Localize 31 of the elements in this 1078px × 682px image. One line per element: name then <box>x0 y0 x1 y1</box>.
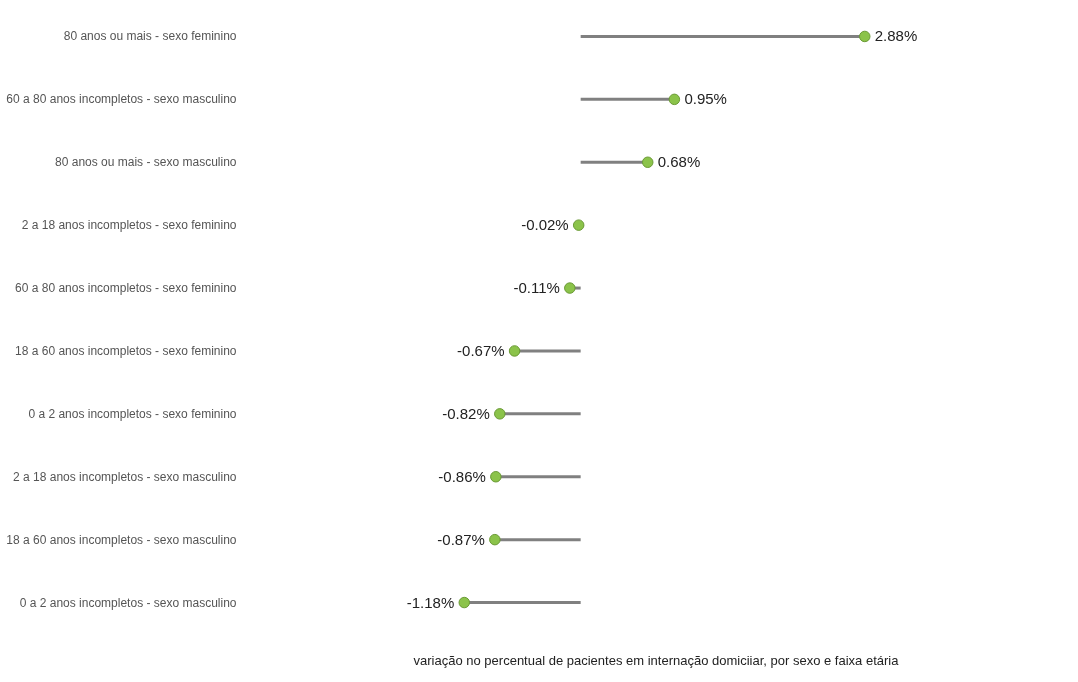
point <box>494 408 506 420</box>
point <box>458 596 471 609</box>
y-tick-label: 60 a 80 anos incompletos - sexo feminino <box>15 281 237 296</box>
data-label: 0.68% <box>657 153 701 171</box>
y-tick-label: 18 a 60 anos incompletos - sexo masculino <box>6 532 237 547</box>
point <box>508 345 521 357</box>
point <box>859 30 871 43</box>
data-label: -0.11% <box>513 279 560 297</box>
data-label: 2.88% <box>874 27 918 45</box>
y-tick-label: 80 anos ou mais - sexo masculino <box>55 155 237 170</box>
point <box>490 471 502 483</box>
y-tick-label: 2 a 18 anos incompletos - sexo feminino <box>21 218 237 233</box>
data-label: -0.67% <box>457 341 505 359</box>
data-label: -0.02% <box>521 216 569 234</box>
data-label: -0.82% <box>442 404 490 422</box>
data-label: 0.95% <box>684 90 727 108</box>
y-tick-label: 0 a 2 anos incompletos - sexo masculino <box>19 595 237 610</box>
y-tick-label: 60 a 80 anos incompletos - sexo masculino <box>6 92 237 107</box>
point <box>564 282 576 294</box>
point <box>642 156 654 168</box>
point <box>572 219 585 231</box>
point <box>668 93 681 106</box>
y-tick-label: 80 anos ou mais - sexo feminino <box>63 29 237 44</box>
y-tick-label: 0 a 2 anos incompletos - sexo feminino <box>28 406 237 421</box>
x-axis-title: variação no percentual de pacientes em internação domiciiar, por sexo e faixa etária <box>413 652 900 668</box>
data-label: -0.86% <box>438 467 486 485</box>
point <box>489 533 501 546</box>
data-label: -1.18% <box>406 593 455 611</box>
data-label: -0.87% <box>437 530 485 548</box>
y-tick-label: 18 a 60 anos incompletos - sexo feminino <box>15 343 237 358</box>
y-tick-label: 2 a 18 anos incompletos - sexo masculino <box>13 469 237 484</box>
